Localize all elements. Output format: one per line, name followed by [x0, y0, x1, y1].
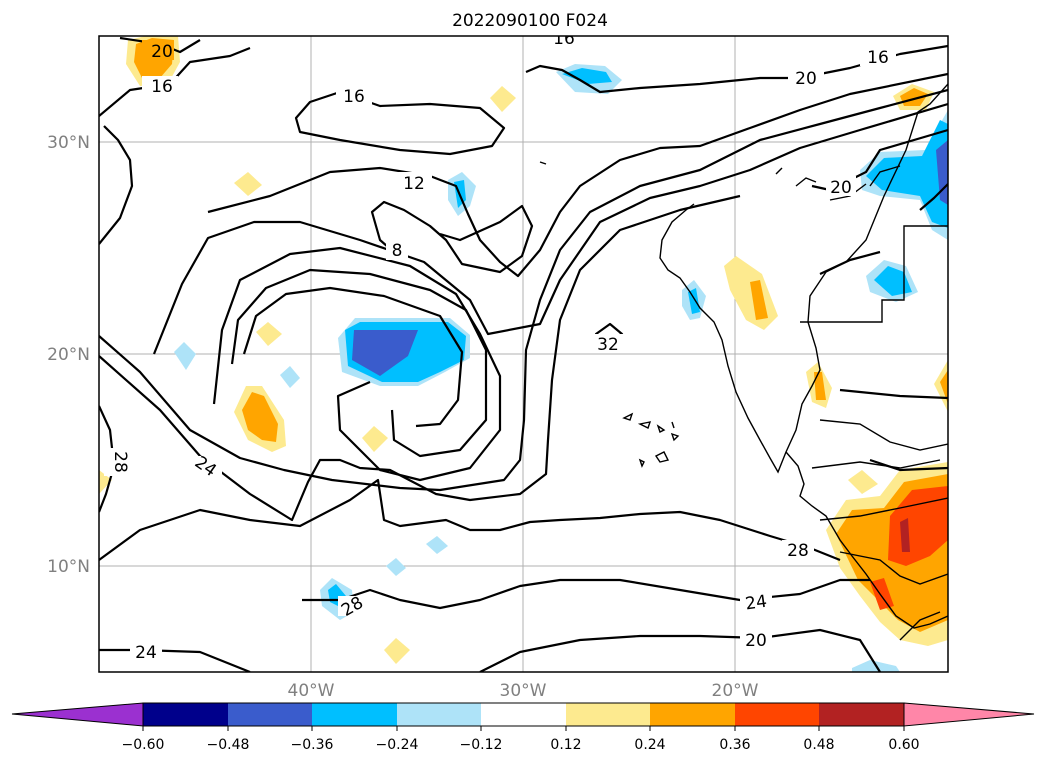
colorbar-tick-label: −0.12 [460, 737, 503, 753]
longitude-labels: 40°W 30°W 20°W [288, 681, 759, 701]
contour-label: 20 [830, 178, 852, 198]
blue-spot [386, 558, 406, 576]
contour-label: 16 [151, 77, 173, 97]
warm-spot [362, 426, 388, 452]
contour-label: 24 [744, 592, 768, 615]
colorbar-bin [143, 703, 228, 726]
contour-label: 16 [553, 29, 575, 49]
contour-cyclone-2 [230, 268, 488, 458]
colorbar-bin [312, 703, 397, 726]
warm-anomaly-coast-core [814, 372, 826, 400]
lat-label-30n: 30°N [47, 133, 90, 153]
contour-24-south [302, 578, 870, 610]
warm-anomaly-coast-core [750, 280, 768, 320]
contour-28-south [99, 478, 841, 562]
contour-28 [99, 194, 741, 522]
blue-anomaly-north-core [562, 68, 612, 84]
warm-spot [934, 360, 948, 412]
blue-anomaly-northeast-core [866, 120, 948, 228]
contour-label: 20 [795, 69, 817, 89]
contour-label: 20 [745, 631, 767, 651]
warm-spot [99, 470, 112, 494]
contour-label: 16 [343, 87, 365, 107]
latitude-labels: 30°N 20°N 10°N [47, 133, 90, 577]
plot-area: 20 16 16 16 16 20 12 8 20 32 28 24 28 [99, 29, 948, 672]
colorbar-max-extend [903, 702, 1035, 727]
colorbar-bin [397, 703, 481, 726]
warm-anomaly-westafrica-peak [900, 518, 910, 552]
contour-16-west-b [99, 125, 134, 245]
colorbar-tick-label: 0.24 [634, 737, 665, 753]
contour-label: 8 [392, 241, 403, 261]
contour-label: 20 [151, 42, 173, 62]
contour-label: 32 [597, 335, 619, 355]
colorbar-bin [566, 703, 650, 726]
blue-spot [426, 536, 448, 554]
lat-label-20n: 20°N [47, 345, 90, 365]
contour-east-b [819, 250, 881, 275]
colorbar-tick-label: 0.12 [550, 737, 581, 753]
blue-spot [174, 342, 196, 370]
contour-12-upper [207, 72, 948, 278]
colorbar-bin [819, 703, 904, 726]
blue-spot-core [874, 266, 912, 296]
lon-label-20w: 20°W [712, 681, 759, 701]
contour-8 [370, 200, 534, 274]
contour-cyclone-3 [242, 286, 464, 428]
contour-label: 28 [787, 541, 809, 561]
warm-anomaly-westafrica-strong [870, 578, 894, 610]
warm-spot [256, 322, 282, 346]
contour-east-a [919, 183, 948, 211]
warm-spot [384, 638, 410, 664]
contour-label: 28 [110, 451, 130, 473]
map-frame [98, 35, 949, 673]
lat-label-10n: 10°N [47, 557, 90, 577]
blue-anomaly-central-core [352, 330, 418, 376]
warm-spot-core [940, 370, 948, 404]
contour-24-east [839, 388, 948, 400]
colorbar-tick-label: 0.36 [719, 737, 750, 753]
contour-20-south [479, 628, 881, 672]
blue-anomaly-northeast-deep [936, 140, 948, 205]
contour-label: 24 [135, 643, 157, 663]
contour-cyclone-1 [212, 246, 502, 482]
colorbar-tick-label: −0.24 [376, 737, 419, 753]
contour-label: 12 [403, 174, 425, 194]
colorbar: −0.60 −0.48 −0.36 −0.24 −0.12 0.12 0.24 … [11, 702, 1035, 753]
colorbar-bin [481, 703, 566, 726]
map-title: 2022090100 F024 [452, 11, 608, 31]
contour-labels: 20 16 16 16 16 20 12 8 20 32 28 24 28 [104, 29, 896, 663]
colorbar-frame [142, 702, 905, 727]
colorbar-min-extend [11, 702, 144, 727]
contours [99, 36, 948, 672]
warm-anomaly-west-core [242, 392, 278, 442]
warm-spot [234, 172, 262, 196]
contour-24-long [99, 88, 948, 492]
contour-label: 16 [867, 48, 889, 68]
warm-spot [490, 86, 516, 112]
colorbar-bin [650, 703, 735, 726]
contour-cyclone-outer [152, 102, 948, 355]
contour-20-ne [525, 44, 948, 94]
shaded-anomalies [99, 36, 948, 672]
lon-label-30w: 30°W [500, 681, 547, 701]
gridlines [99, 36, 948, 672]
coastlines [539, 83, 948, 641]
contour-16-west [99, 46, 251, 117]
warm-spot [848, 470, 878, 494]
contour-east-c [869, 458, 948, 472]
blue-spot [280, 366, 300, 388]
colorbar-bin [735, 703, 819, 726]
colorbar-tick-label: −0.36 [291, 737, 334, 753]
lon-label-40w: 40°W [288, 681, 335, 701]
contour-24-sw [99, 648, 251, 672]
colorbar-ticks [142, 726, 905, 731]
colorbar-tick-label: 0.48 [803, 737, 834, 753]
colorbar-tick-label: −0.48 [207, 737, 250, 753]
colorbar-bin [228, 703, 312, 726]
colorbar-tick-label: −0.60 [122, 737, 165, 753]
colorbar-tick-label: 0.60 [888, 737, 919, 753]
